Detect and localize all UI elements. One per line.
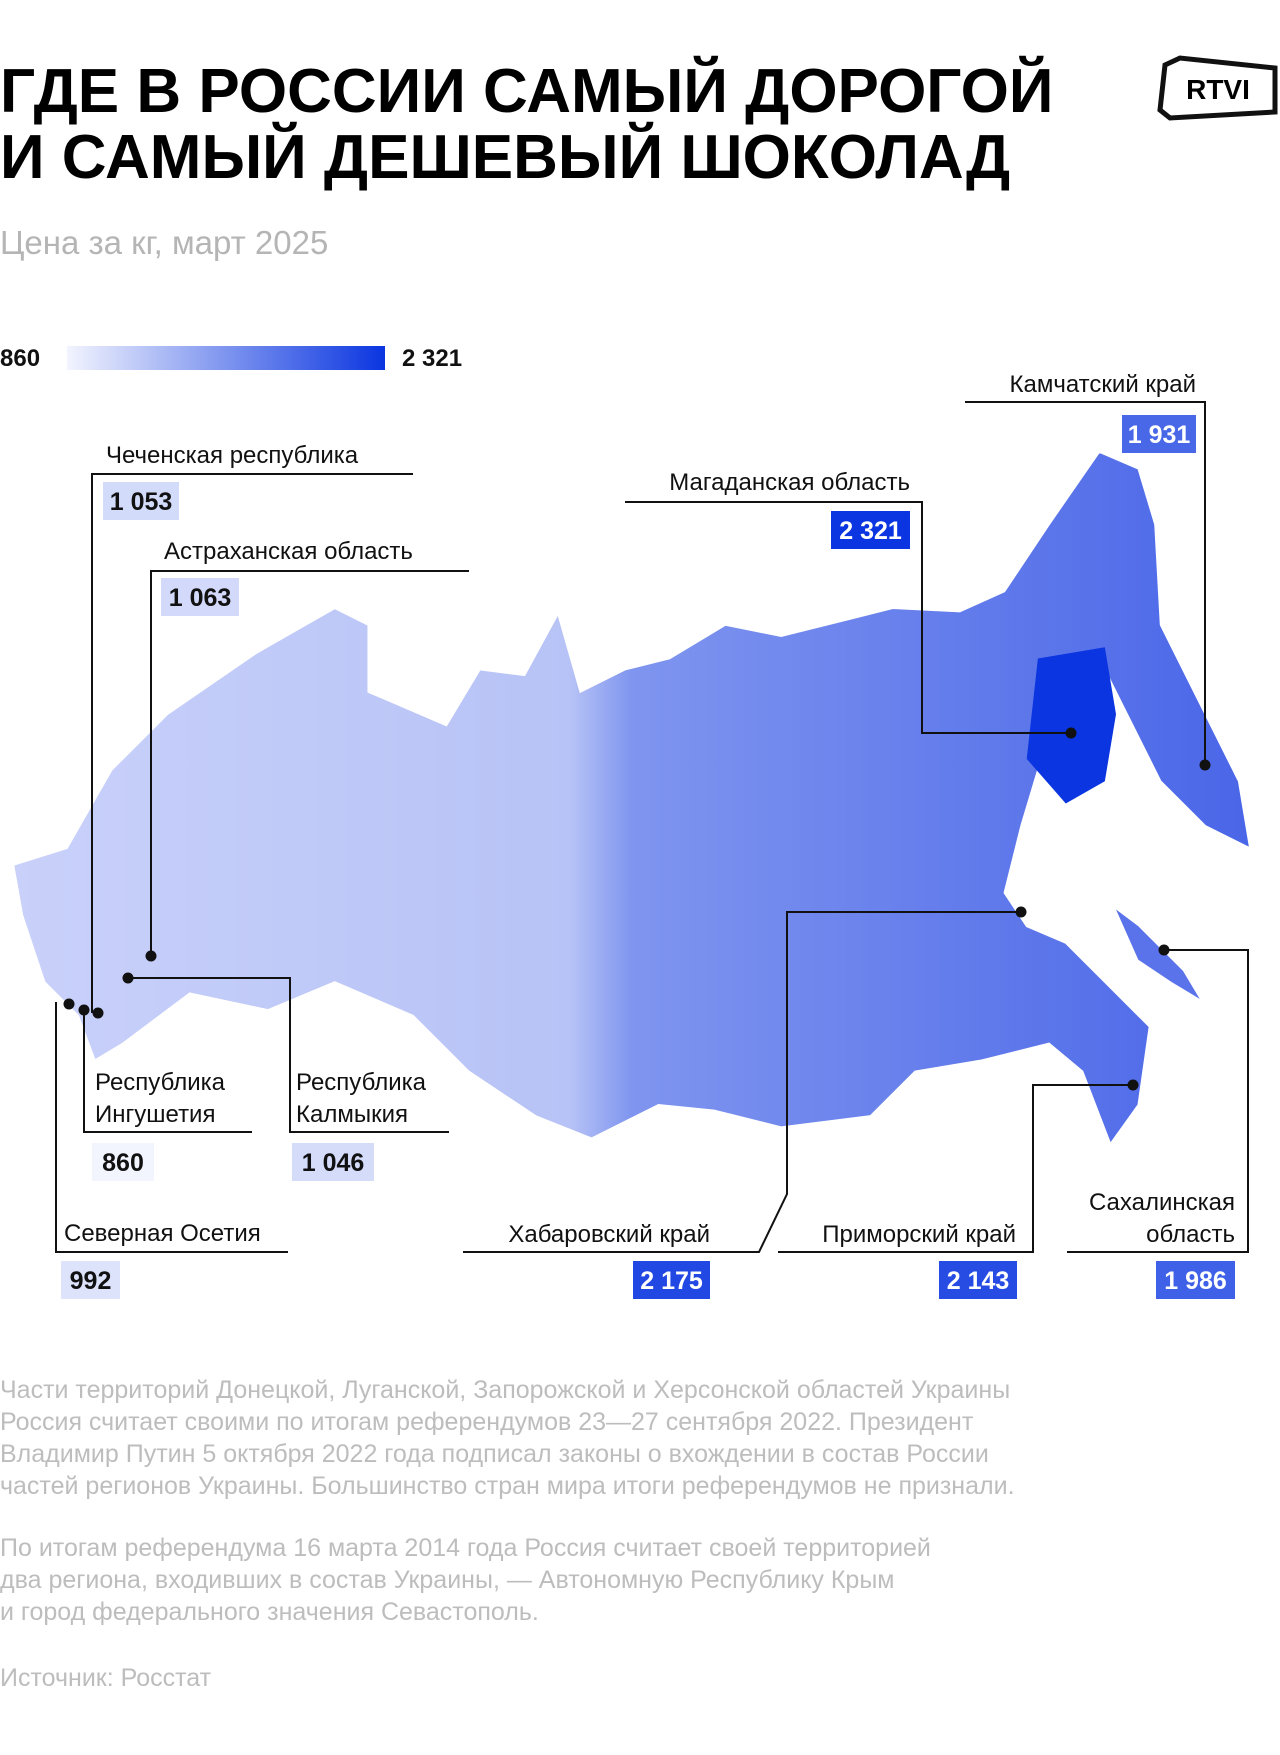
value-label: 1 931	[1128, 421, 1191, 449]
region-name: Калмыкия	[296, 1101, 408, 1128]
note-line: Части территорий Донецкой, Луганской, За…	[0, 1376, 1010, 1404]
note-line: Владимир Путин 5 октября 2022 года подпи…	[0, 1440, 989, 1468]
region-dot	[145, 950, 157, 962]
logo-frame	[1157, 55, 1278, 121]
region-name: Республика	[296, 1069, 427, 1096]
legend-bar	[67, 346, 385, 370]
value-box	[103, 482, 179, 520]
title-line: ГДЕ В РОССИИ САМЫЙ ДОРОГОЙ	[0, 56, 1053, 126]
russia-shape	[12, 450, 1252, 1146]
value-label: 1 046	[302, 1149, 365, 1177]
leader-line	[55, 1002, 288, 1253]
logo-text: RTVI	[1186, 74, 1250, 105]
region-name: Сахалинская	[1089, 1189, 1235, 1216]
sakhalin-shape	[1115, 909, 1200, 999]
region-dot	[1199, 759, 1211, 771]
value-box	[161, 578, 239, 616]
leader-line	[91, 473, 413, 1013]
value-box	[633, 1261, 710, 1299]
value-label: 2 143	[947, 1267, 1010, 1295]
value-box	[831, 511, 910, 549]
value-box	[1122, 415, 1196, 453]
value-box	[61, 1261, 120, 1299]
region-dot	[1065, 727, 1077, 739]
title-line: И САМЫЙ ДЕШЕВЫЙ ШОКОЛАД	[0, 122, 1010, 192]
note-line: и город федерального значения Севастопол…	[0, 1598, 539, 1626]
value-label: 1 053	[110, 488, 173, 516]
leader-line	[1067, 949, 1249, 1253]
value-box	[1156, 1261, 1235, 1299]
source: Источник: Росстат	[0, 1664, 212, 1692]
notes: Части территорий Донецкой, Луганской, За…	[0, 1376, 1015, 1626]
region-name: Республика	[95, 1069, 226, 1096]
leader-line	[965, 401, 1206, 765]
region-name: Ингушетия	[95, 1101, 215, 1128]
leader-line	[128, 977, 449, 1133]
leader-line	[463, 911, 1021, 1253]
region-dot	[78, 1004, 90, 1016]
magadan-shape	[1026, 647, 1116, 804]
leader-line	[625, 501, 1071, 734]
region-dot	[1015, 906, 1027, 918]
region-name: Чеченская республика	[106, 442, 359, 469]
region-dot	[63, 998, 75, 1010]
callouts: Камчатский край 1 931 Магаданская область 2…	[55, 371, 1249, 1299]
leader-line	[150, 570, 469, 956]
leader-line	[778, 1084, 1133, 1253]
note-line: два региона, входивших в состав Украины,…	[0, 1566, 895, 1594]
value-label: 992	[70, 1267, 112, 1295]
value-box	[939, 1261, 1017, 1299]
region-name: область	[1146, 1221, 1235, 1248]
value-box	[92, 1143, 154, 1181]
region-dot	[1127, 1079, 1139, 1091]
value-label: 2 321	[839, 517, 902, 545]
map	[12, 450, 1252, 1146]
value-label: 1 063	[169, 584, 232, 612]
note-line: Россия считает своими по итогам референд…	[0, 1408, 974, 1436]
leader-line	[83, 1010, 252, 1133]
region-dot	[92, 1007, 104, 1019]
region-name: Астраханская область	[164, 538, 413, 565]
region-dot	[122, 972, 134, 984]
value-label: 2 175	[640, 1267, 703, 1295]
region-name: Хабаровский край	[508, 1221, 710, 1248]
legend-max: 2 321	[402, 345, 462, 372]
subtitle: Цена за кг, март 2025	[0, 224, 328, 261]
logo: RTVI	[1157, 55, 1278, 121]
value-label: 1 986	[1164, 1267, 1227, 1295]
note-line: По итогам референдума 16 марта 2014 года…	[0, 1534, 931, 1562]
region-name: Северная Осетия	[64, 1220, 261, 1247]
note-line: частей регионов Украины. Большинство стр…	[0, 1472, 1015, 1500]
region-dot	[1158, 944, 1170, 956]
region-name: Магаданская область	[669, 469, 910, 496]
region-name: Камчатский край	[1010, 371, 1196, 398]
region-name: Приморский край	[822, 1221, 1016, 1248]
value-box	[292, 1143, 374, 1181]
legend-min: 860	[0, 345, 40, 372]
value-label: 860	[102, 1149, 144, 1177]
legend: 860 2 321	[0, 345, 462, 372]
